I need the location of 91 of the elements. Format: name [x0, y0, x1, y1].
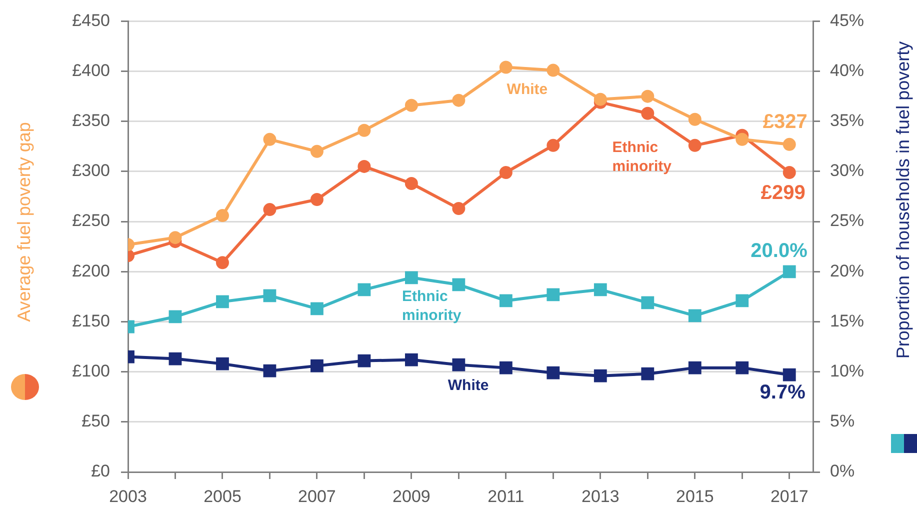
series-label: White	[506, 80, 548, 98]
y2-tick-label: 35%	[830, 111, 864, 130]
data-label: 9.7%	[760, 381, 806, 404]
series-label: Ethnic minority	[402, 288, 462, 324]
point	[216, 209, 229, 222]
y2-tick-label: 5%	[830, 412, 855, 431]
point	[452, 94, 466, 107]
series-label: White	[448, 377, 489, 394]
point	[358, 160, 371, 173]
point	[216, 357, 229, 370]
point	[499, 294, 512, 308]
y-tick-label: £350	[72, 111, 110, 130]
y2-tick-label: 30%	[830, 161, 864, 180]
x-tick-label: 2007	[298, 486, 336, 506]
y2-tick-label: 15%	[830, 311, 864, 330]
point	[499, 60, 512, 74]
y-tick-label: £100	[72, 362, 110, 381]
point	[358, 283, 371, 296]
y-tick-label: £50	[82, 412, 110, 431]
point	[782, 138, 796, 151]
point	[736, 361, 749, 374]
point	[310, 302, 324, 316]
point	[594, 369, 607, 382]
point	[594, 283, 607, 296]
y-tick-label: £150	[72, 311, 110, 330]
y2-tick-label: 40%	[830, 60, 864, 80]
x-tick-label: 2009	[392, 486, 430, 506]
x-tick-label: 2017	[770, 486, 808, 506]
point	[641, 106, 654, 120]
point	[452, 202, 466, 216]
point	[546, 64, 560, 77]
y2-tick-label: 45%	[830, 10, 864, 30]
point	[168, 352, 182, 366]
y-tick-label: £450	[72, 10, 110, 30]
x-tick-label: 2011	[488, 486, 524, 506]
point	[404, 176, 418, 190]
data-label: £327	[762, 110, 808, 133]
point	[546, 138, 560, 152]
series-label: Ethnic minority	[612, 138, 672, 175]
point	[263, 132, 276, 146]
point	[499, 166, 512, 179]
point	[782, 166, 796, 179]
x-tick-label: 2003	[109, 486, 147, 506]
point	[688, 361, 702, 374]
point	[358, 354, 371, 368]
point	[358, 124, 371, 137]
point	[310, 193, 324, 206]
point	[404, 98, 418, 112]
data-label: 20.0%	[750, 240, 808, 262]
point	[452, 278, 466, 292]
point	[688, 138, 702, 152]
point	[736, 132, 749, 146]
point	[546, 366, 560, 380]
point	[216, 295, 229, 308]
point	[546, 288, 560, 302]
y2-axis-title: Proportion of households in fuel poverty	[892, 41, 913, 359]
y2-tick-label: 20%	[830, 261, 864, 280]
y2-tick-label: 0%	[830, 462, 855, 481]
point	[452, 358, 466, 372]
point	[782, 265, 796, 278]
x-tick-label: 2015	[676, 486, 714, 506]
point	[263, 364, 276, 378]
point	[641, 367, 654, 380]
x-tick-label: 2013	[582, 486, 620, 506]
point	[688, 309, 702, 322]
y-tick-label: £250	[72, 211, 110, 230]
y-tick-label: £200	[72, 261, 110, 280]
y-tick-label: £400	[72, 60, 110, 80]
point	[736, 294, 749, 308]
point	[168, 231, 182, 244]
point	[263, 289, 276, 302]
data-label: £299	[760, 182, 806, 204]
point	[263, 203, 276, 216]
point	[168, 310, 182, 324]
y-axis-title: Average fuel poverty gap	[14, 122, 34, 322]
point	[499, 361, 512, 374]
point	[405, 271, 418, 284]
x-tick-label: 2005	[204, 486, 242, 506]
point	[641, 296, 654, 310]
point	[216, 256, 229, 270]
point	[782, 368, 796, 382]
y2-tick-label: 25%	[830, 211, 864, 230]
y-tick-label: £0	[91, 462, 110, 481]
point	[310, 144, 324, 158]
point	[310, 359, 324, 372]
y2-tick-label: 10%	[830, 362, 864, 381]
point	[594, 92, 607, 106]
point	[405, 353, 418, 366]
y-tick-label: £300	[72, 161, 110, 180]
point	[688, 112, 702, 126]
point	[641, 90, 654, 103]
